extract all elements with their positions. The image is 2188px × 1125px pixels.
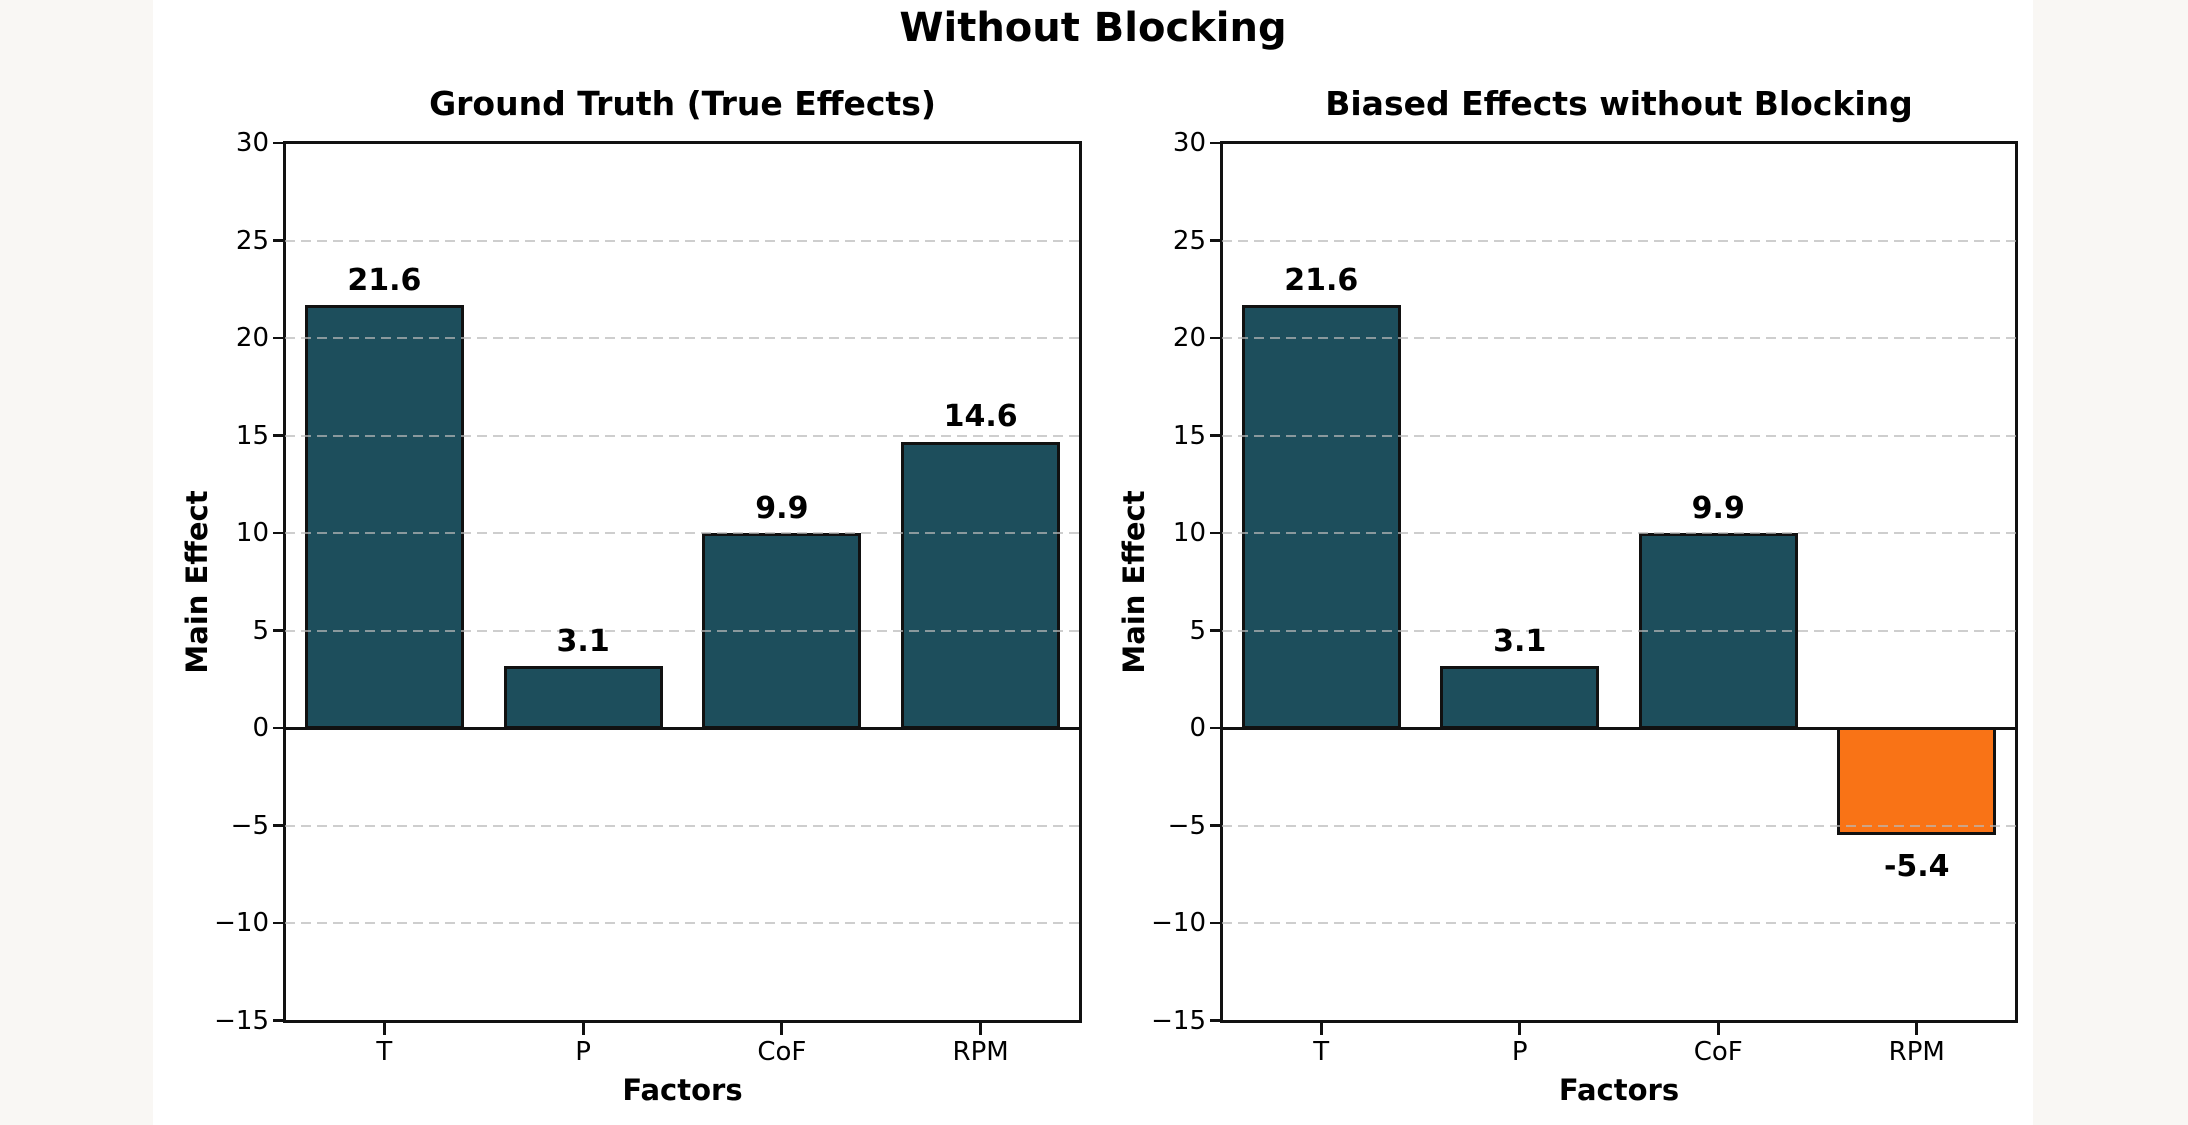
gridline (1222, 629, 2016, 632)
x-tick-mark (382, 1022, 386, 1035)
bar-value-label-cof: 9.9 (755, 490, 809, 526)
bar-value-label-t: 21.6 (347, 262, 422, 298)
y-tick-label: −10 (214, 908, 269, 938)
gridline (285, 532, 1080, 534)
gridline (285, 239, 1080, 242)
plot-area (1220, 141, 2018, 1023)
gridline (1222, 337, 2016, 339)
y-tick-label: 20 (235, 323, 269, 353)
x-axis-label: Factors (1558, 1073, 1680, 1107)
gridline (1222, 434, 2016, 437)
y-tick-label: 15 (1172, 420, 1206, 451)
bar-value-label-t: 21.6 (1284, 262, 1359, 298)
subplot-ground-truth: Ground Truth (True Effects) Main Effect Fa… (153, 0, 2033, 1125)
subplot-biased-effects: Biased Effects without Blocking Main Effe… (153, 0, 2033, 1125)
y-tick-label: −5 (230, 810, 269, 841)
y-tick-label: 5 (252, 615, 269, 646)
y-tick-label: 30 (1172, 128, 1206, 158)
y-tick-mark (1210, 239, 1222, 242)
bar-t (1241, 305, 1401, 730)
x-tick-mark (979, 1022, 983, 1035)
y-tick-label: 20 (1172, 323, 1206, 353)
gridline (1222, 239, 2016, 242)
gridline (285, 824, 1080, 827)
x-tick-label: CoF (1693, 1036, 1743, 1067)
y-tick-mark (273, 239, 285, 242)
y-tick-mark (1210, 921, 1222, 925)
gridline (285, 434, 1080, 437)
y-tick-label: 10 (235, 518, 269, 548)
y-tick-mark (273, 531, 285, 535)
x-tick-mark (1518, 1022, 1522, 1035)
x-tick-mark (1716, 1022, 1720, 1035)
y-tick-mark (273, 726, 285, 730)
y-tick-mark (273, 921, 285, 925)
y-tick-mark (1210, 726, 1222, 730)
x-tick-mark (581, 1022, 585, 1035)
gridline (285, 922, 1080, 924)
figure-suptitle: Without Blocking (899, 5, 1287, 51)
zero-line (1222, 726, 2016, 730)
y-tick-label: 0 (1189, 713, 1206, 743)
x-tick-label: T (376, 1036, 393, 1067)
y-tick-mark (273, 824, 285, 827)
x-tick-mark (1915, 1022, 1919, 1035)
y-tick-label: −5 (1167, 810, 1206, 841)
gridline (285, 629, 1080, 632)
x-tick-label: RPM (952, 1036, 1009, 1067)
y-tick-label: −15 (1151, 1005, 1206, 1036)
x-tick-label: RPM (1888, 1036, 1945, 1067)
subplot-title: Ground Truth (True Effects) (429, 84, 936, 123)
plot-area (283, 141, 1082, 1023)
bar-t (304, 305, 464, 730)
subplot-title: Biased Effects without Blocking (1325, 84, 1913, 123)
x-axis-label: Factors (622, 1073, 743, 1107)
x-tick-mark (1319, 1022, 1323, 1035)
y-tick-mark (1210, 336, 1222, 340)
y-tick-mark (1210, 434, 1222, 437)
x-tick-label: CoF (757, 1036, 807, 1067)
y-tick-label: 30 (235, 128, 269, 158)
y-tick-label: 5 (1189, 615, 1206, 646)
bar-value-label-cof: 9.9 (1691, 490, 1745, 526)
y-tick-mark (273, 629, 285, 632)
y-tick-mark (273, 336, 285, 340)
y-tick-label: 25 (235, 225, 269, 256)
y-tick-mark (1210, 824, 1222, 827)
bar-rpm (1837, 726, 1997, 835)
y-tick-mark (1210, 141, 1222, 145)
x-tick-label: P (575, 1036, 591, 1067)
y-tick-label: 25 (1172, 225, 1206, 256)
y-tick-mark (273, 141, 285, 145)
bar-value-label-p: 3.1 (556, 623, 610, 659)
bar-value-label-p: 3.1 (1493, 623, 1547, 659)
bar-rpm (901, 441, 1061, 730)
y-tick-label: 0 (252, 713, 269, 743)
y-tick-mark (273, 1019, 285, 1022)
gridline (1222, 824, 2016, 827)
y-tick-label: 10 (1172, 518, 1206, 548)
y-tick-label: 15 (235, 420, 269, 451)
gridline (1222, 532, 2016, 534)
zero-line (285, 726, 1080, 730)
y-tick-mark (273, 434, 285, 437)
x-tick-label: P (1511, 1036, 1528, 1067)
y-tick-mark (1210, 531, 1222, 535)
y-tick-mark (1210, 1019, 1222, 1022)
bar-p (1440, 666, 1600, 730)
bar-value-label-rpm: -5.4 (1883, 849, 1950, 885)
gridline (1222, 922, 2016, 924)
figure: Without Blocking Ground Truth (True Effe… (153, 0, 2033, 1125)
y-tick-label: −15 (214, 1005, 269, 1036)
y-tick-mark (1210, 629, 1222, 632)
x-tick-mark (780, 1022, 784, 1035)
x-tick-label: T (1313, 1036, 1330, 1067)
gridline (285, 337, 1080, 339)
bar-p (503, 666, 663, 730)
y-tick-label: −10 (1151, 908, 1206, 938)
bar-value-label-rpm: 14.6 (943, 399, 1018, 435)
